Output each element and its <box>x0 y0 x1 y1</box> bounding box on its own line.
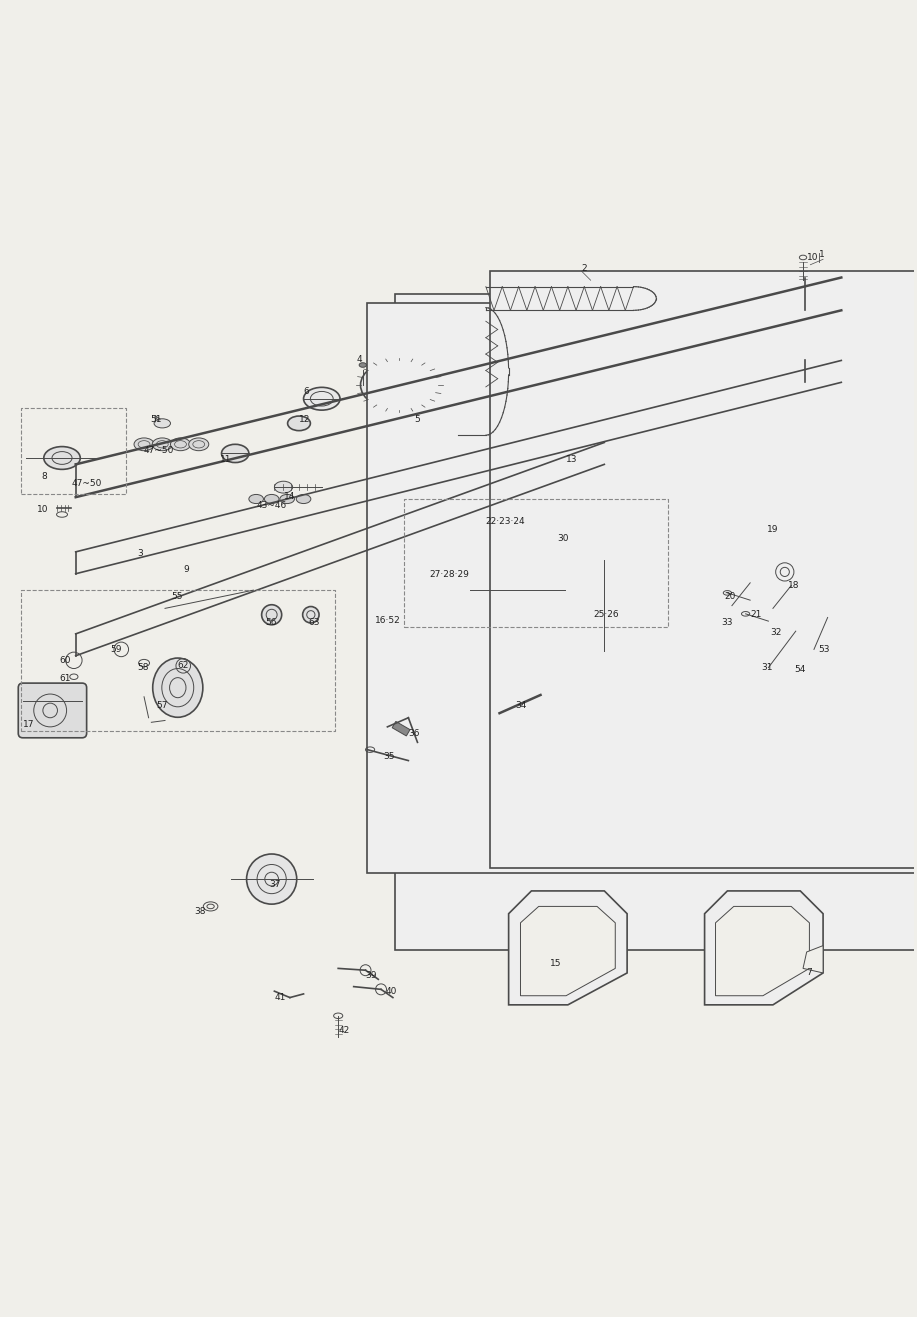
Ellipse shape <box>189 439 209 450</box>
Text: 19: 19 <box>767 524 778 533</box>
Text: 41: 41 <box>274 993 286 1002</box>
Bar <box>392 722 410 736</box>
Ellipse shape <box>249 494 263 503</box>
Text: 54: 54 <box>794 665 805 674</box>
Text: 57: 57 <box>156 702 168 710</box>
Text: 31: 31 <box>761 664 773 672</box>
Text: 60: 60 <box>60 656 71 665</box>
Text: 61: 61 <box>60 674 71 684</box>
Text: 21: 21 <box>750 610 761 619</box>
Text: 34: 34 <box>515 702 526 710</box>
Text: 22·23·24: 22·23·24 <box>486 518 525 527</box>
Text: 32: 32 <box>770 628 781 637</box>
Text: 25·26: 25·26 <box>593 610 619 619</box>
Text: 39: 39 <box>366 971 377 980</box>
Ellipse shape <box>44 446 81 469</box>
Text: 16·52: 16·52 <box>375 616 401 624</box>
Text: 58: 58 <box>138 664 149 672</box>
Text: 37: 37 <box>269 880 281 889</box>
Ellipse shape <box>303 607 319 623</box>
Text: 55: 55 <box>171 593 182 601</box>
Ellipse shape <box>296 494 311 503</box>
Text: 38: 38 <box>194 907 205 917</box>
Ellipse shape <box>359 362 367 367</box>
Text: 51: 51 <box>150 415 162 424</box>
Text: 2: 2 <box>581 263 587 273</box>
Text: 47~50: 47~50 <box>144 446 174 456</box>
Text: 12: 12 <box>299 415 310 424</box>
Ellipse shape <box>360 360 438 410</box>
Ellipse shape <box>772 518 792 529</box>
Text: 1: 1 <box>819 250 824 259</box>
Ellipse shape <box>288 416 310 431</box>
Text: 47~50: 47~50 <box>72 479 102 489</box>
Text: 17: 17 <box>23 719 34 728</box>
Text: 15: 15 <box>549 959 561 968</box>
Text: 33: 33 <box>721 618 733 627</box>
Ellipse shape <box>381 603 404 626</box>
Ellipse shape <box>134 439 154 450</box>
Ellipse shape <box>496 707 507 719</box>
Text: 27·28·29: 27·28·29 <box>429 570 470 579</box>
Text: 5: 5 <box>414 415 421 424</box>
Ellipse shape <box>264 494 279 503</box>
Text: 7: 7 <box>807 968 812 977</box>
Text: 56: 56 <box>265 618 277 627</box>
Text: 53: 53 <box>819 645 830 653</box>
Ellipse shape <box>171 439 191 450</box>
Text: 18: 18 <box>789 581 800 590</box>
Ellipse shape <box>153 658 203 718</box>
Text: 11: 11 <box>220 456 231 465</box>
Polygon shape <box>803 946 823 973</box>
Text: 6: 6 <box>304 387 309 396</box>
Text: 20: 20 <box>724 593 736 601</box>
Text: 4: 4 <box>357 356 362 363</box>
Polygon shape <box>715 906 810 996</box>
Text: 62: 62 <box>178 661 189 670</box>
Text: 40: 40 <box>385 986 397 996</box>
Text: 3: 3 <box>138 549 143 558</box>
Ellipse shape <box>304 387 340 410</box>
Ellipse shape <box>570 560 638 651</box>
Text: 42: 42 <box>338 1026 349 1035</box>
Text: 10: 10 <box>807 253 818 262</box>
Ellipse shape <box>247 853 297 905</box>
Ellipse shape <box>274 481 293 493</box>
Ellipse shape <box>280 494 294 503</box>
Ellipse shape <box>152 439 172 450</box>
FancyBboxPatch shape <box>18 684 86 738</box>
Polygon shape <box>509 890 627 1005</box>
Text: 14: 14 <box>283 491 295 500</box>
Polygon shape <box>704 890 823 1005</box>
Text: 59: 59 <box>110 645 122 653</box>
FancyBboxPatch shape <box>394 294 917 950</box>
Polygon shape <box>521 906 615 996</box>
FancyBboxPatch shape <box>368 303 917 873</box>
Text: 35: 35 <box>383 752 395 761</box>
Ellipse shape <box>222 444 249 462</box>
Text: 63: 63 <box>308 618 320 627</box>
Ellipse shape <box>261 605 282 624</box>
Text: 30: 30 <box>557 533 569 543</box>
Ellipse shape <box>154 419 171 428</box>
Text: 9: 9 <box>183 565 189 574</box>
Text: 13: 13 <box>566 456 578 465</box>
FancyBboxPatch shape <box>491 271 917 868</box>
Text: 43~46: 43~46 <box>256 500 286 510</box>
Text: 36: 36 <box>408 728 420 738</box>
Ellipse shape <box>470 527 565 655</box>
Text: 10: 10 <box>38 506 49 515</box>
Text: 8: 8 <box>41 471 47 481</box>
